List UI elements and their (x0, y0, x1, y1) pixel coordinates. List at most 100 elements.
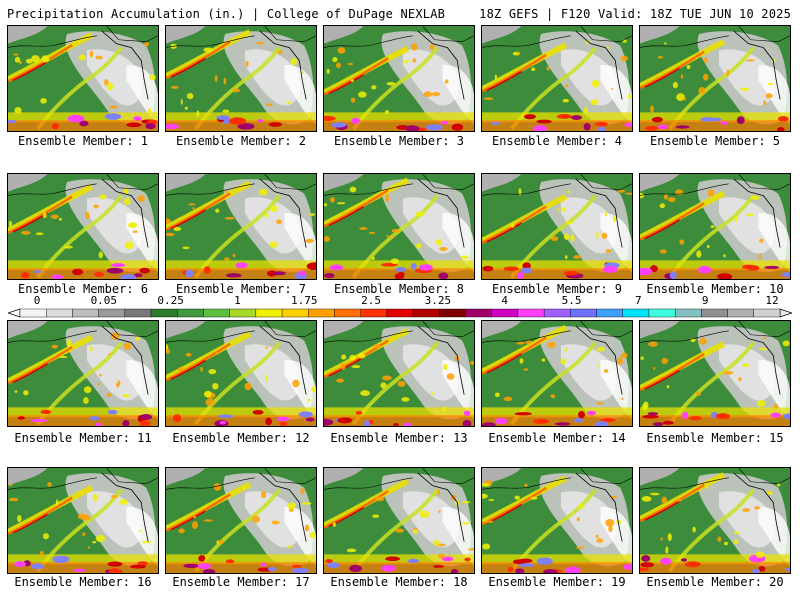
colorbar-swatch (622, 308, 650, 318)
colorbar-swatch (255, 308, 283, 318)
ensemble-member-label: Ensemble Member: 11 (14, 431, 152, 445)
ensemble-member-map (481, 467, 633, 574)
colorbar-swatch (491, 308, 519, 318)
precip-field (482, 174, 632, 279)
ensemble-member-map (323, 173, 475, 280)
ensemble-member-map (481, 173, 633, 280)
colorbar-tick-label: 9 (701, 294, 709, 307)
ensemble-member-map (481, 25, 633, 132)
colorbar-swatch (308, 308, 335, 318)
ensemble-member-label: Ensemble Member: 16 (14, 575, 152, 589)
colorbar-swatch (98, 308, 126, 318)
colorbar-swatch (570, 308, 597, 318)
colorbar-swatch (203, 308, 230, 318)
precip-field (482, 468, 632, 573)
precip-field (640, 26, 790, 131)
colorbar-swatch (674, 308, 702, 318)
colorbar-swatch (517, 308, 545, 318)
ensemble-member-map (7, 25, 159, 132)
precip-field (166, 26, 316, 131)
ensemble-member-label: Ensemble Member: 18 (330, 575, 468, 589)
colorbar-swatch (412, 308, 440, 318)
ensemble-member-map (323, 467, 475, 574)
colorbar-tick-label: 4 (501, 294, 509, 307)
precip-field (166, 321, 316, 426)
colorbar-tick-label: 0.05 (90, 294, 118, 307)
colorbar-swatch (543, 308, 571, 318)
precip-field (324, 174, 474, 279)
ensemble-member-label: Ensemble Member: 3 (333, 134, 465, 148)
colorbar-swatch (46, 308, 73, 318)
colorbar-swatch (753, 308, 781, 318)
map-title: Precipitation Accumulation (in.) | Colle… (7, 7, 446, 21)
ensemble-member-map (323, 25, 475, 132)
ensemble-member-label: Ensemble Member: 7 (175, 282, 307, 296)
colorbar-swatch (229, 308, 257, 318)
ensemble-member-map (481, 320, 633, 427)
precip-field (482, 321, 632, 426)
model-valid-time: 18Z GEFS | F120 Valid: 18Z TUE JUN 10 20… (479, 7, 791, 21)
precip-field (482, 26, 632, 131)
colorbar-tick-label: 0 (33, 294, 41, 307)
colorbar-swatch (465, 308, 492, 318)
precip-field (166, 174, 316, 279)
precip-field (8, 26, 158, 131)
ensemble-member-map (639, 25, 791, 132)
colorbar-swatch (648, 308, 676, 318)
ensemble-member-map (165, 467, 317, 574)
precip-field (8, 321, 158, 426)
ensemble-member-map (639, 467, 791, 574)
precip-field (640, 174, 790, 279)
colorbar-swatch (386, 308, 414, 318)
colorbar-tick-label: 2.5 (361, 294, 382, 307)
colorbar-swatch (72, 308, 99, 318)
ensemble-member-map (323, 320, 475, 427)
colorbar-swatch (150, 308, 178, 318)
precip-colorbar: 0 0.05 0.25 1 1.75 2.5 3.25 4 5.5 7 9 12 (8, 294, 792, 319)
precip-field (324, 26, 474, 131)
ensemble-member-label: Ensemble Member: 12 (172, 431, 310, 445)
colorbar-swatch (177, 308, 204, 318)
ensemble-member-label: Ensemble Member: 2 (175, 134, 307, 148)
colorbar-swatch (596, 308, 623, 318)
ensemble-member-map (7, 467, 159, 574)
colorbar-tick-label: 5.5 (561, 294, 582, 307)
precip-field (8, 174, 158, 279)
ensemble-member-label: Ensemble Member: 5 (649, 134, 781, 148)
colorbar-tick-label: 3.25 (424, 294, 452, 307)
colorbar-tick-label: 1 (234, 294, 241, 307)
precip-field (324, 321, 474, 426)
ensemble-member-label: Ensemble Member: 10 (646, 282, 784, 296)
ensemble-member-label: Ensemble Member: 19 (488, 575, 626, 589)
colorbar-swatch (334, 308, 361, 318)
ensemble-member-label: Ensemble Member: 14 (488, 431, 626, 445)
colorbar-tick-label: 12 (765, 294, 779, 307)
ensemble-member-map (165, 25, 317, 132)
ensemble-member-map (165, 320, 317, 427)
colorbar-swatch (281, 308, 309, 318)
ensemble-member-map (165, 173, 317, 280)
colorbar-tick-label: 1.75 (291, 294, 318, 307)
ensemble-member-label: Ensemble Member: 17 (172, 575, 310, 589)
ensemble-member-label: Ensemble Member: 20 (646, 575, 784, 589)
ensemble-member-label: Ensemble Member: 15 (646, 431, 784, 445)
ensemble-member-label: Ensemble Member: 8 (333, 282, 465, 296)
ensemble-member-map (7, 173, 159, 280)
ensemble-member-map (639, 173, 791, 280)
colorbar-swatch (439, 308, 466, 318)
ensemble-member-map (639, 320, 791, 427)
colorbar-swatch (727, 308, 754, 318)
precip-field (8, 468, 158, 573)
ensemble-member-map (7, 320, 159, 427)
precip-field (640, 321, 790, 426)
colorbar-swatch (701, 308, 728, 318)
ensemble-member-label: Ensemble Member: 9 (491, 282, 623, 296)
ensemble-member-label: Ensemble Member: 4 (491, 134, 623, 148)
colorbar-tick-label: 7 (635, 294, 642, 307)
colorbar-swatch (124, 308, 152, 318)
colorbar-tick-label: 0.25 (157, 294, 184, 307)
ensemble-member-label: Ensemble Member: 1 (17, 134, 149, 148)
ensemble-member-label: Ensemble Member: 6 (17, 282, 149, 296)
precip-field (166, 468, 316, 573)
precip-field (324, 468, 474, 573)
